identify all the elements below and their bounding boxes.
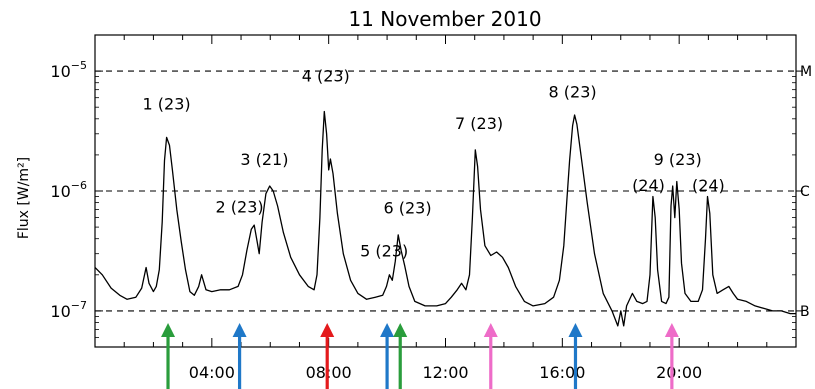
flare-label: 8 (23) bbox=[549, 83, 597, 102]
event-arrow-head bbox=[568, 323, 583, 337]
event-arrow-head bbox=[380, 323, 395, 337]
event-arrow bbox=[568, 323, 583, 389]
y-tick-label: 10−6 bbox=[50, 179, 87, 201]
flare-label: 7 (23) bbox=[455, 114, 503, 133]
y-axis-ticks: 10−5 10−6 10−7 bbox=[50, 59, 103, 321]
event-arrow bbox=[320, 323, 335, 389]
class-label: M bbox=[800, 64, 812, 80]
event-arrow bbox=[393, 323, 408, 389]
series-layer bbox=[95, 110, 796, 327]
flare-label: (24) bbox=[692, 176, 725, 195]
x-tick-label: 20:00 bbox=[656, 363, 702, 382]
flare-label: 9 (23) bbox=[654, 150, 702, 169]
flare-label: 5 (23) bbox=[360, 241, 408, 260]
event-arrow bbox=[483, 323, 498, 389]
event-arrow-head bbox=[320, 323, 335, 337]
y-tick-label: 10−5 bbox=[50, 59, 87, 81]
event-arrow bbox=[380, 323, 395, 389]
flare-label: 2 (23) bbox=[216, 198, 264, 217]
chart-title: 11 November 2010 bbox=[348, 7, 541, 31]
y-axis-label-group: Flux [W/m²] bbox=[16, 157, 32, 239]
event-arrow bbox=[232, 323, 247, 389]
class-label: B bbox=[800, 304, 810, 320]
event-arrow-head bbox=[232, 323, 247, 337]
event-arrow-head bbox=[161, 323, 176, 337]
x-tick-label: 12:00 bbox=[422, 363, 468, 382]
event-arrows bbox=[161, 323, 679, 389]
y-tick-label: 10−7 bbox=[50, 299, 87, 321]
class-level-labels: M C B bbox=[95, 34, 812, 348]
flare-annotations: 1 (23) 2 (23) 3 (21) 4 (23) 5 (23) 6 (23) 7 (2… bbox=[143, 66, 725, 260]
event-arrow-head bbox=[393, 323, 408, 337]
flare-label: (24) bbox=[632, 176, 665, 195]
x-tick-label: 16:00 bbox=[539, 363, 585, 382]
event-arrow-head bbox=[664, 323, 679, 337]
flux-series-line bbox=[95, 110, 796, 327]
event-arrow bbox=[664, 323, 679, 389]
flare-label: 6 (23) bbox=[383, 198, 431, 217]
class-label: C bbox=[800, 184, 810, 200]
flare-label: 3 (21) bbox=[240, 150, 288, 169]
event-arrow-head bbox=[483, 323, 498, 337]
x-tick-label: 04:00 bbox=[189, 363, 235, 382]
class-level-gridlines bbox=[95, 70, 796, 312]
flare-label: 4 (23) bbox=[302, 66, 350, 85]
event-arrow bbox=[161, 323, 176, 389]
flare-label: 1 (23) bbox=[143, 94, 191, 113]
y-axis-label: Flux [W/m²] bbox=[16, 157, 32, 239]
